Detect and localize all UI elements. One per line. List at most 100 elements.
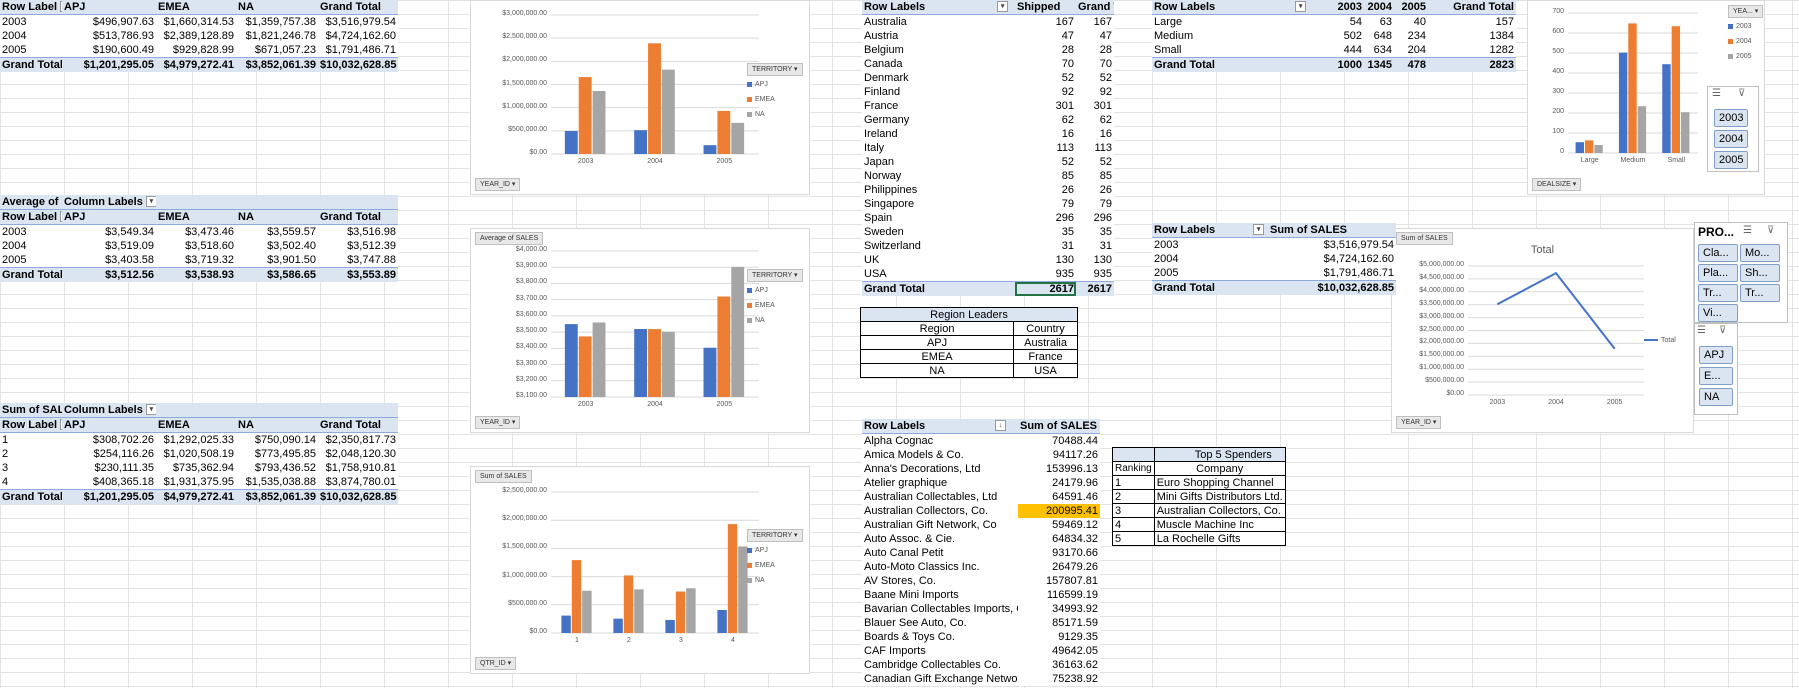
table-cell[interactable]: Euro Shopping Channel bbox=[1153, 475, 1286, 490]
table-cell[interactable]: $2,389,128.89 bbox=[163, 29, 234, 42]
table-cell[interactable]: $1,660,314.53 bbox=[163, 15, 234, 28]
bar-emea[interactable] bbox=[578, 336, 592, 397]
table-cell[interactable]: 26 bbox=[1099, 183, 1112, 196]
table-cell[interactable]: Muscle Machine Inc bbox=[1153, 517, 1286, 532]
table-cell[interactable]: $3,516,979.54 bbox=[1323, 238, 1394, 251]
table-cell[interactable]: 1282 bbox=[1489, 43, 1514, 56]
table-row[interactable]: Canadian Gift Exchange Network 75238.92 bbox=[862, 672, 1100, 686]
table-cell[interactable]: $190,600.49 bbox=[92, 43, 154, 56]
table-row[interactable]: Spain 296 296 bbox=[862, 211, 1114, 225]
table-cell[interactable]: $3,901.50 bbox=[267, 253, 316, 266]
table-cell[interactable]: 2004 bbox=[2, 239, 27, 252]
table-cell[interactable]: 5 bbox=[1112, 531, 1155, 546]
table-cell[interactable]: $3,502.40 bbox=[267, 239, 316, 252]
table-cell[interactable]: Boards & Toys Co. bbox=[864, 630, 955, 643]
table-row[interactable]: 2004 $4,724,162.60 bbox=[1152, 252, 1396, 266]
table-cell[interactable]: 64834.32 bbox=[1052, 532, 1098, 545]
table-cell[interactable]: USA bbox=[864, 267, 887, 280]
table-cell[interactable]: 31 bbox=[1061, 239, 1074, 252]
table-row[interactable]: Italy 113 113 bbox=[862, 141, 1114, 155]
table-row[interactable]: Auto Assoc. & Cie. 64834.32 bbox=[862, 532, 1100, 546]
table-row[interactable]: Switzerland 31 31 bbox=[862, 239, 1114, 253]
table-cell[interactable]: 234 bbox=[1407, 29, 1426, 42]
slicer-button[interactable]: Sh... bbox=[1740, 264, 1780, 282]
table-cell[interactable]: UK bbox=[864, 253, 880, 266]
bar-emea[interactable] bbox=[717, 110, 731, 154]
table-cell[interactable]: Germany bbox=[864, 113, 910, 126]
pivot-chart-average-sales[interactable]: $3,100.00 $3,200.00 $3,300.00 $3,400.00 $3,5… bbox=[470, 228, 810, 433]
table-cell[interactable]: France bbox=[864, 99, 899, 112]
table-cell[interactable]: 157807.81 bbox=[1046, 574, 1098, 587]
grand-total-row[interactable]: Grand Total 2617 2617 bbox=[862, 281, 1114, 296]
legend-entry[interactable]: EMEA bbox=[747, 298, 775, 313]
axis-field-button[interactable]: YEAR_ID ▾ bbox=[475, 416, 521, 429]
table-cell[interactable]: Spain bbox=[864, 211, 893, 224]
table-row[interactable]: 5 La Rochelle Gifts bbox=[1112, 531, 1286, 546]
table-row[interactable]: Austria 47 47 bbox=[862, 29, 1114, 43]
table-cell[interactable]: $2,048,120.30 bbox=[325, 447, 396, 460]
table-cell[interactable]: Auto-Moto Classics Inc. bbox=[864, 560, 980, 573]
column-labels-header[interactable]: Column Labels ▾ bbox=[62, 195, 156, 210]
bar-na[interactable] bbox=[634, 589, 644, 633]
slicer-button-na[interactable]: NA bbox=[1699, 388, 1733, 406]
table-cell[interactable]: USA bbox=[1013, 363, 1078, 378]
bar-2003[interactable] bbox=[1575, 142, 1584, 153]
table-row[interactable]: Japan 52 52 bbox=[862, 155, 1114, 169]
total-cell[interactable]: $4,979,272.41 bbox=[156, 489, 236, 504]
table-cell[interactable]: 79 bbox=[1099, 197, 1112, 210]
table-cell[interactable]: 204 bbox=[1407, 43, 1426, 56]
table-row[interactable]: 3 $230,111.35 $735,362.94 $793,436.52 $1,758… bbox=[0, 461, 398, 475]
table-cell[interactable]: Auto Canal Petit bbox=[864, 546, 944, 559]
table-cell[interactable]: Bavarian Collectables Imports, Co bbox=[864, 602, 1018, 615]
table-cell[interactable]: $793,436.52 bbox=[254, 461, 316, 474]
table-cell[interactable]: $3,519.09 bbox=[105, 239, 154, 252]
pivot-chart-sales-by-quarter[interactable]: $0.00 $500,000.00 $1,000,000.00 $1,500,000.… bbox=[470, 466, 810, 674]
table-row[interactable]: 2005 $1,791,486.71 bbox=[1152, 266, 1396, 281]
table-cell[interactable]: Canada bbox=[864, 57, 903, 70]
total-cell[interactable]: 2823 bbox=[1428, 57, 1516, 72]
table-row[interactable]: Anna's Decorations, Ltd 153996.13 bbox=[862, 462, 1100, 476]
row-label-header[interactable]: Row Label▾ bbox=[0, 0, 62, 15]
table-cell[interactable]: 130 bbox=[1055, 253, 1074, 266]
table-row[interactable]: 2004 $3,519.09 $3,518.60 $3,502.40 $3,512.39 bbox=[0, 239, 398, 253]
slicer-button-apj[interactable]: APJ bbox=[1699, 346, 1733, 364]
grand-total-row[interactable]: Grand Total $3,512.56 $3,538.93 $3,586.65 $3… bbox=[0, 267, 398, 282]
slicer-button[interactable]: Tr... bbox=[1698, 284, 1738, 302]
table-row[interactable]: Auto Canal Petit 93170.66 bbox=[862, 546, 1100, 560]
table-cell[interactable]: $3,747.88 bbox=[347, 253, 396, 266]
table-row[interactable]: 2003 $496,907.63 $1,660,314.53 $1,359,757.3… bbox=[0, 15, 398, 30]
table-row[interactable]: Blauer See Auto, Co. 85171.59 bbox=[862, 616, 1100, 630]
table-row[interactable]: Ireland 16 16 bbox=[862, 127, 1114, 141]
table-cell[interactable]: 116599.19 bbox=[1046, 588, 1098, 601]
table-row[interactable]: CAF Imports 49642.05 bbox=[862, 644, 1100, 658]
total-cell[interactable]: 1000 bbox=[1312, 57, 1364, 72]
filter-dropdown-icon[interactable]: ▾ bbox=[60, 1, 62, 13]
table-row[interactable]: UK 130 130 bbox=[862, 253, 1114, 267]
table-cell[interactable]: Auto Assoc. & Cie. bbox=[864, 532, 956, 545]
filter-dropdown-icon[interactable]: ▾ bbox=[997, 1, 1009, 13]
sort-dropdown-icon[interactable]: ↓ bbox=[995, 420, 1007, 432]
pivot-chart-sales-by-year[interactable]: $0.00 $500,000.00 $1,000,000.00 $1,500,000.… bbox=[470, 0, 810, 195]
table-row[interactable]: Bavarian Collectables Imports, Co 34993.9… bbox=[862, 602, 1100, 616]
total-cell[interactable]: $1,201,295.05 bbox=[62, 57, 156, 72]
table-cell[interactable]: Australian Collectors, Co. bbox=[864, 504, 989, 517]
table-cell[interactable]: Canadian Gift Exchange Network bbox=[864, 672, 1018, 685]
bar-emea[interactable] bbox=[648, 329, 661, 397]
table-cell[interactable]: $3,719.32 bbox=[185, 253, 234, 266]
bar-apj[interactable] bbox=[634, 329, 648, 397]
table-cell[interactable]: 31 bbox=[1099, 239, 1112, 252]
table-cell[interactable]: Belgium bbox=[864, 43, 904, 56]
slicer-button-2003[interactable]: 2003 bbox=[1714, 109, 1749, 127]
table-cell[interactable]: 2005 bbox=[1154, 266, 1179, 279]
line-series-total[interactable] bbox=[1496, 271, 1616, 350]
bar-2003[interactable] bbox=[1618, 52, 1628, 153]
table-cell[interactable]: 634 bbox=[1373, 43, 1392, 56]
bar-2005[interactable] bbox=[1681, 112, 1690, 153]
table-cell[interactable]: 85 bbox=[1061, 169, 1074, 182]
table-row[interactable]: 2004 $513,786.93 $2,389,128.89 $1,821,246.7… bbox=[0, 29, 398, 43]
table-cell[interactable]: 49642.05 bbox=[1052, 644, 1098, 657]
table-row[interactable]: Finland 92 92 bbox=[862, 85, 1114, 99]
table-cell[interactable]: $750,090.14 bbox=[254, 433, 316, 446]
table-cell[interactable]: 62 bbox=[1061, 113, 1074, 126]
grand-total-row[interactable]: Grand Total $1,201,295.05 $4,979,272.41 $3,… bbox=[0, 57, 398, 72]
